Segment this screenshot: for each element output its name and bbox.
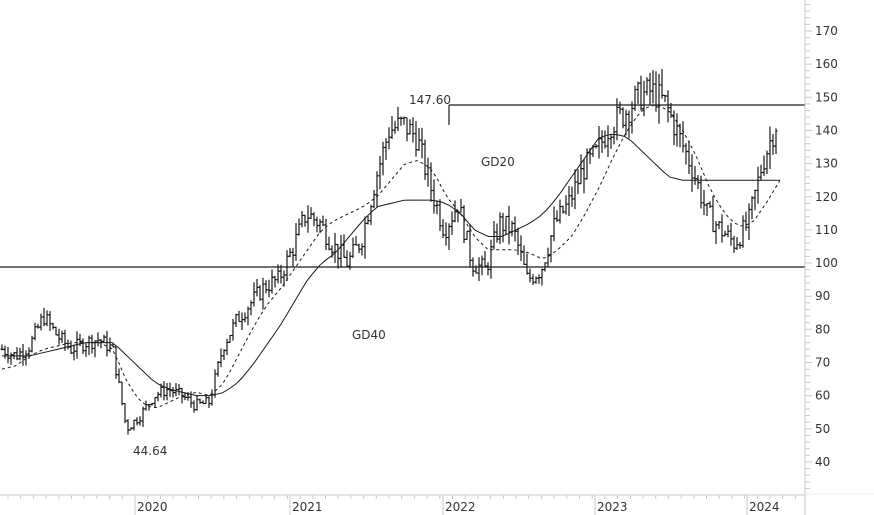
- y-tick-label: 130: [815, 157, 838, 171]
- y-tick-label: 40: [815, 455, 830, 469]
- x-tick-label: 2021: [292, 500, 323, 514]
- x-axis-ticks: 2020 2021 2022 2023 2024: [7, 495, 796, 515]
- x-tick-label: 2020: [137, 500, 168, 514]
- ma20-label: GD20: [481, 155, 515, 169]
- y-tick-label: 120: [815, 190, 838, 204]
- ma20-line: [1, 104, 781, 409]
- y-tick-label: 90: [815, 289, 830, 303]
- y-tick-label: 100: [815, 256, 838, 270]
- y-tick-label: 50: [815, 422, 830, 436]
- y-tick-label: 60: [815, 389, 830, 403]
- x-tick-label: 2022: [445, 500, 476, 514]
- ma40-label: GD40: [352, 328, 386, 342]
- y-tick-label: 150: [815, 90, 838, 104]
- y-tick-label: 140: [815, 123, 838, 137]
- low-label: 44.64: [133, 444, 167, 458]
- ohlc-bars: [0, 68, 778, 435]
- y-tick-label: 160: [815, 57, 838, 71]
- high-label: 147.60: [409, 93, 451, 107]
- y-axis-ticks: 170 160 150 140 130 120 110 100 90 80 70 60 50 40: [805, 3, 838, 489]
- y-tick-label: 80: [815, 322, 830, 336]
- y-tick-label: 170: [815, 24, 838, 38]
- y-tick-label: 70: [815, 356, 830, 370]
- x-tick-label: 2023: [597, 500, 628, 514]
- x-tick-label: 2024: [749, 500, 780, 514]
- ma40-line: [2, 133, 780, 397]
- y-tick-label: 110: [815, 223, 838, 237]
